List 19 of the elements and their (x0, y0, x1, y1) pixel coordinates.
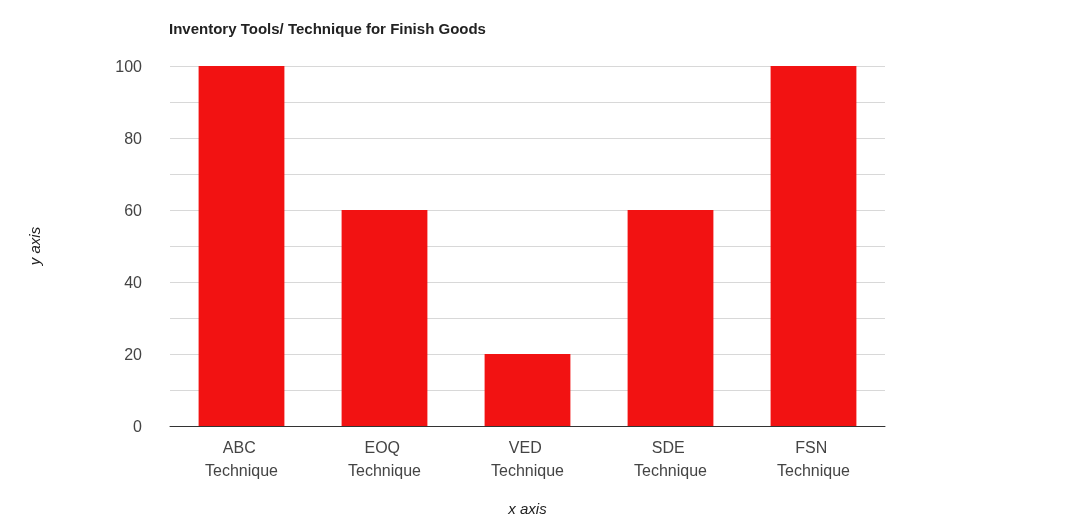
y-tick-label: 80 (124, 129, 143, 147)
x-tick-label: ABC Technique (205, 439, 279, 479)
y-tick-label: 20 (124, 345, 143, 363)
bar (627, 210, 714, 426)
y-tick-label: 60 (124, 201, 143, 219)
bar (198, 66, 285, 426)
x-tick-label: VED Technique (491, 439, 565, 479)
x-tick-label: EOQ Technique (348, 439, 422, 479)
y-tick-label: 0 (133, 417, 143, 435)
x-tick-label: SDE Technique (634, 439, 708, 479)
y-axis-title: y axis (26, 226, 43, 267)
bar (484, 354, 571, 426)
x-axis-title: x axis (507, 500, 548, 517)
chart-title: Inventory Tools/ Technique for Finish Goods (169, 20, 486, 37)
bar (341, 210, 428, 426)
y-tick-label: 100 (115, 57, 143, 75)
bar (770, 66, 857, 426)
x-tick-label: FSN Technique (777, 439, 851, 479)
y-tick-label: 40 (124, 273, 143, 291)
